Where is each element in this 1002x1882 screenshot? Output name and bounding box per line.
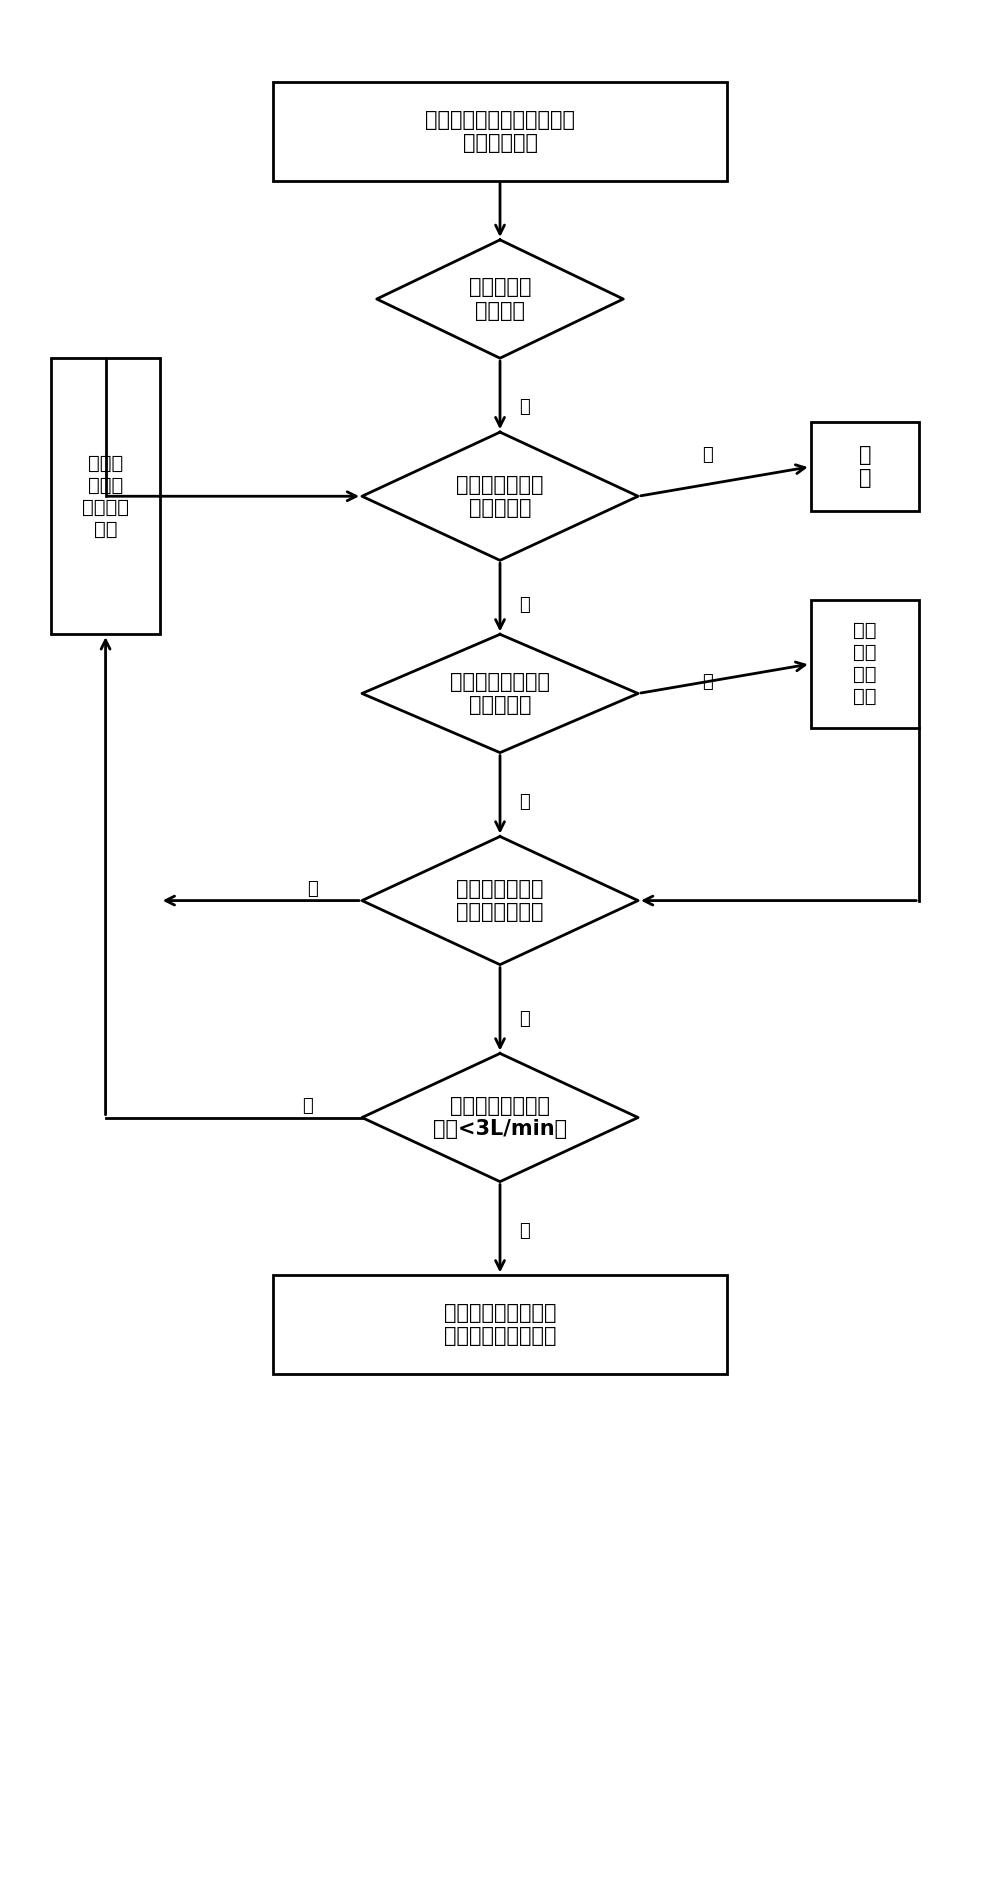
FancyBboxPatch shape [51, 358, 159, 634]
Text: 率定流量计满度值、
置位流量计率定标志: 率定流量计满度值、 置位流量计率定标志 [443, 1302, 556, 1346]
Text: 初始化：流量计率定标志、
流量计满度值: 初始化：流量计率定标志、 流量计满度值 [425, 109, 574, 152]
Text: 存储间隔是
否达到？: 存储间隔是 否达到？ [468, 277, 531, 320]
FancyBboxPatch shape [810, 422, 918, 512]
Text: 存储间隔内配浆
系统是否动作？: 存储间隔内配浆 系统是否动作？ [456, 879, 543, 922]
Text: 否: 否 [519, 1011, 529, 1028]
FancyBboxPatch shape [810, 600, 918, 728]
Text: 否: 否 [302, 1097, 313, 1114]
Text: 是: 是 [307, 879, 318, 898]
Text: 配浆系统初始浆量
是否记录？: 配浆系统初始浆量 是否记录？ [450, 672, 549, 715]
Text: 是: 是 [519, 792, 529, 811]
Text: 记录仪记录注入率
是否<3L/min？: 记录仪记录注入率 是否<3L/min？ [433, 1095, 566, 1139]
Text: 初始化
配浆系
统初始浆
量值: 初始化 配浆系 统初始浆 量值 [82, 454, 129, 538]
Text: 是: 是 [701, 446, 711, 463]
Text: 记录
配浆
系统
浆量: 记录 配浆 系统 浆量 [853, 621, 876, 706]
Text: 是: 是 [519, 399, 529, 416]
Text: 退
出: 退 出 [858, 444, 871, 487]
FancyBboxPatch shape [273, 83, 726, 181]
Text: 否: 否 [519, 597, 529, 614]
Text: 是: 是 [519, 1221, 529, 1240]
FancyBboxPatch shape [273, 1276, 726, 1374]
Text: 否: 否 [701, 672, 711, 691]
Text: 流量计率定标志
是否置位？: 流量计率定标志 是否置位？ [456, 474, 543, 518]
